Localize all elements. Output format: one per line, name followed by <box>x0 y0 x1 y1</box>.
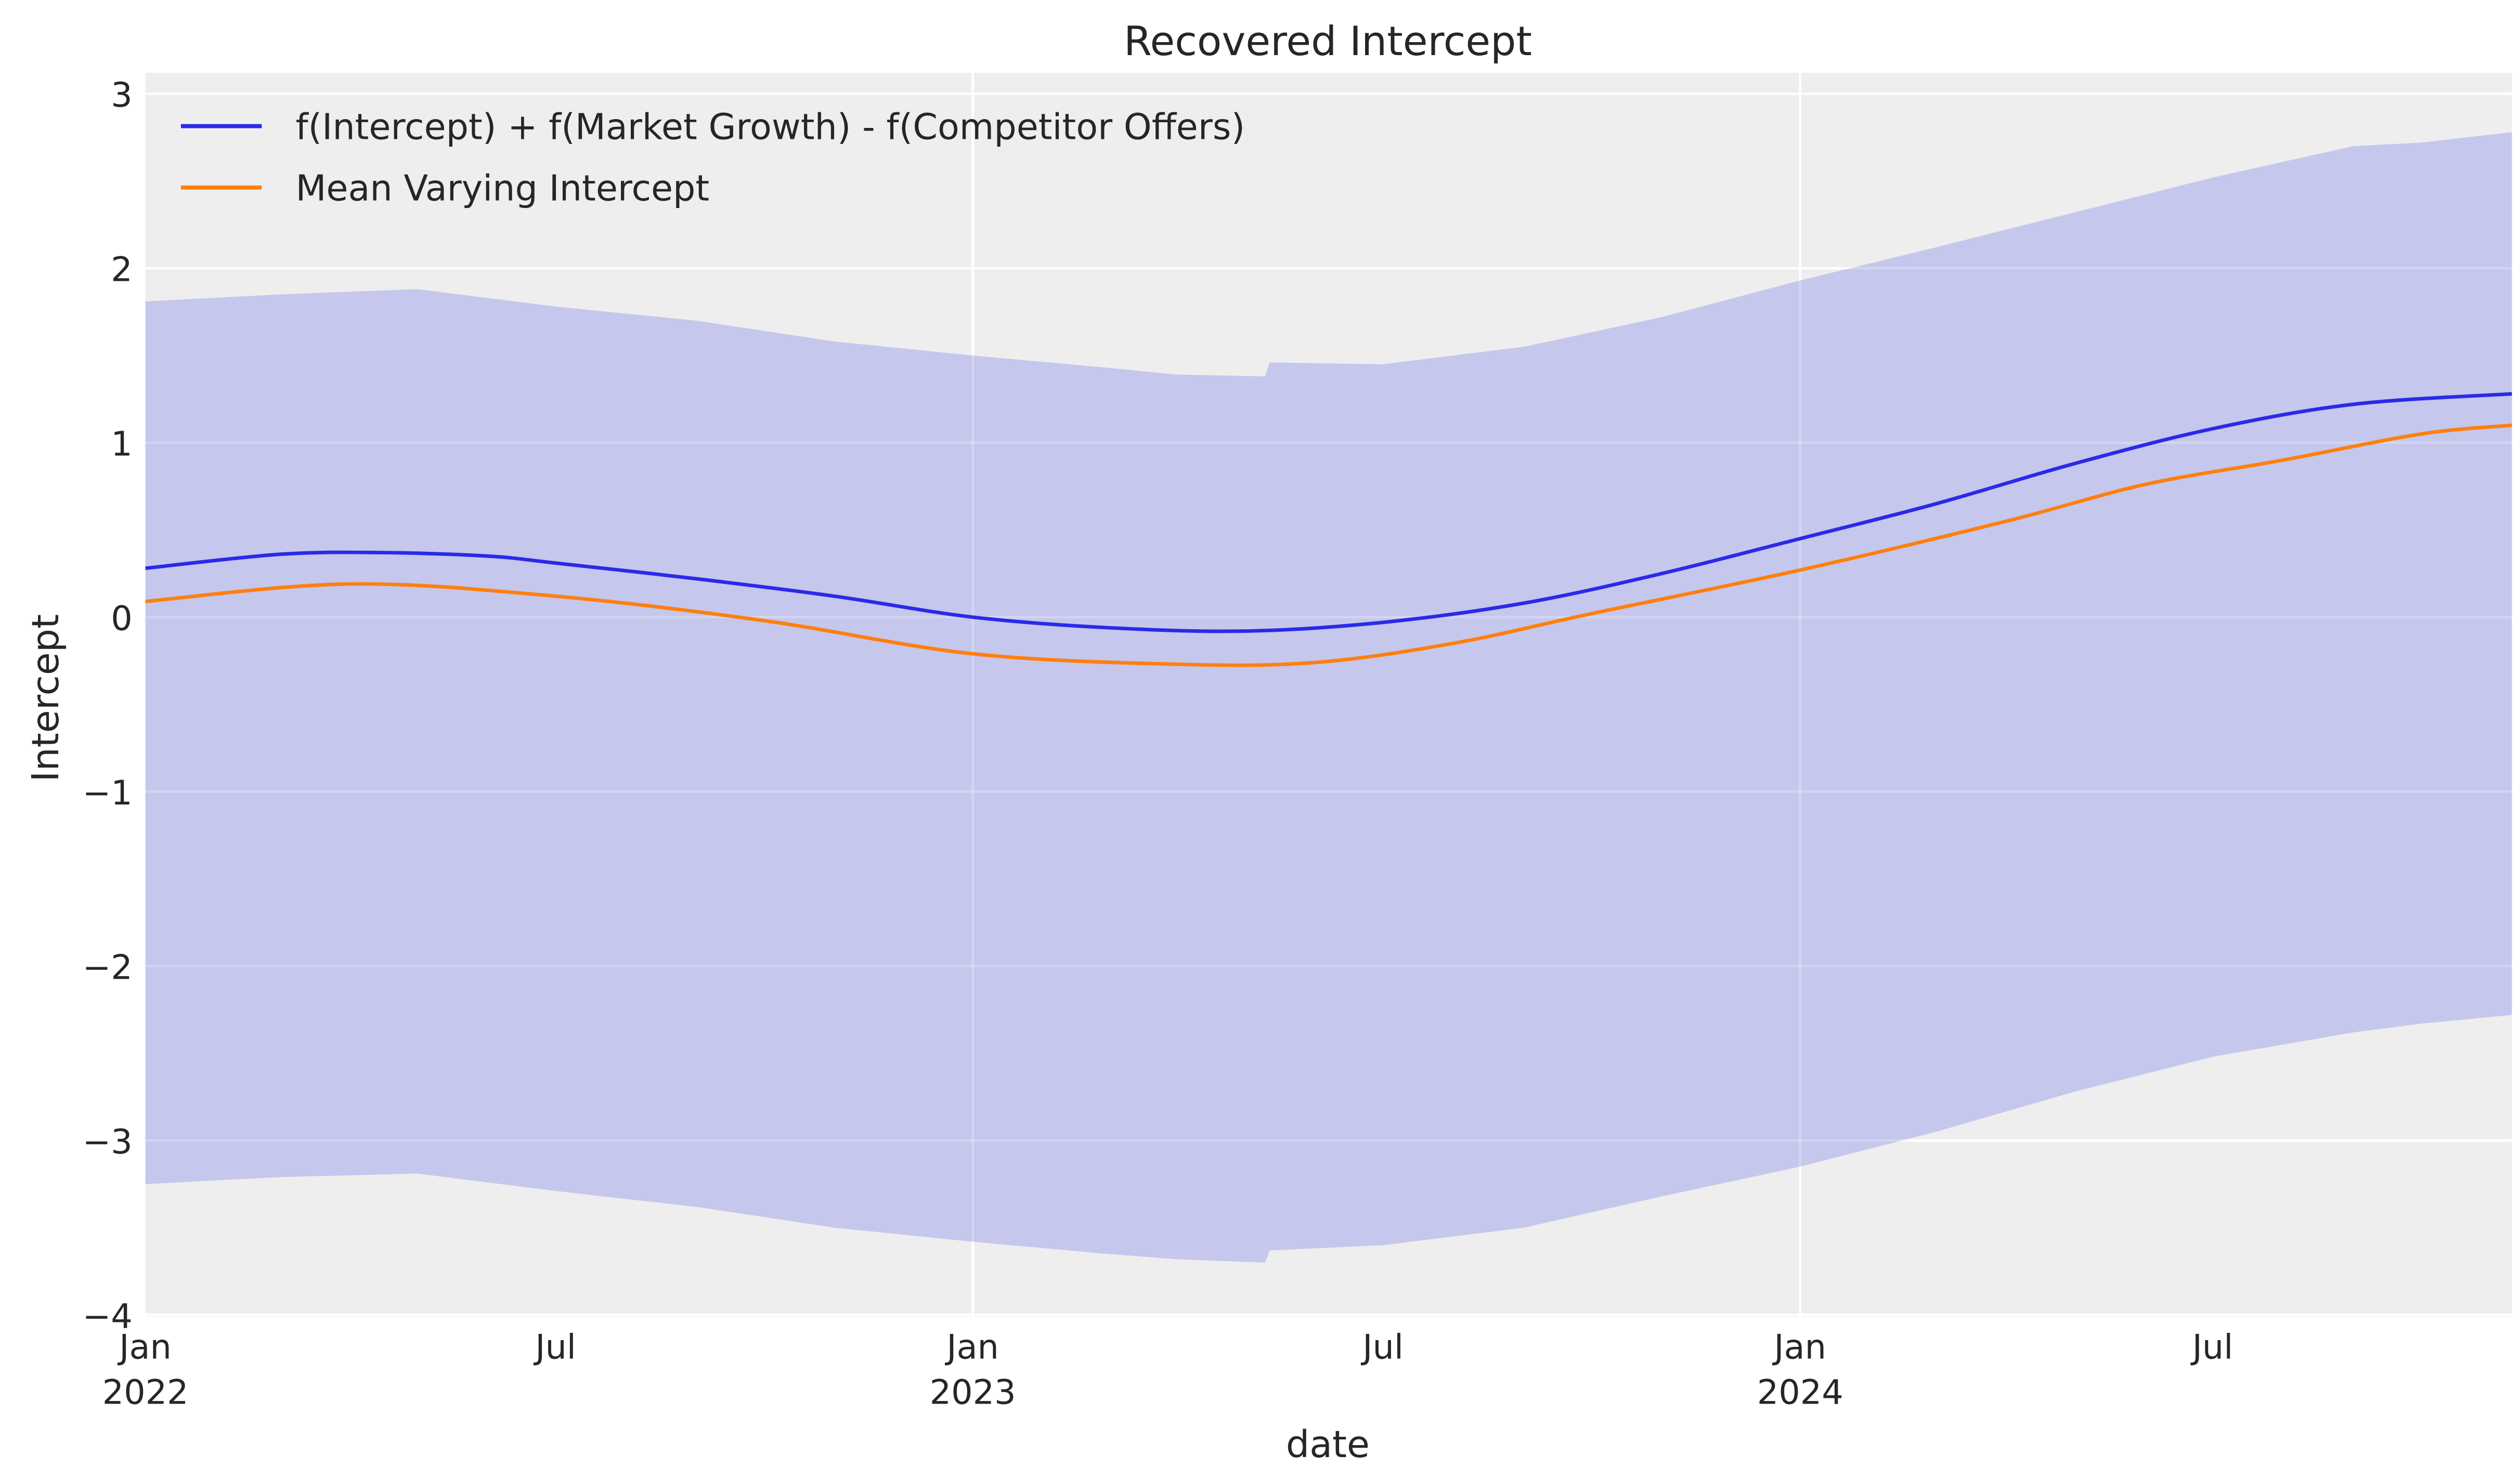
x-tick-label: Jan <box>117 1328 172 1367</box>
x-tick-label: Jul <box>1360 1328 1404 1367</box>
y-tick-label: 2 <box>111 250 133 290</box>
y-tick-label: 1 <box>111 424 133 464</box>
legend: f(Intercept) + f(Market Growth) - f(Comp… <box>180 107 1245 209</box>
legend-label-0: f(Intercept) + f(Market Growth) - f(Comp… <box>295 107 1245 148</box>
y-tick-label: −1 <box>83 773 133 813</box>
series-line-0 <box>145 392 2512 633</box>
x-tick-year: 2023 <box>930 1373 1016 1412</box>
x-tick-year: 2022 <box>102 1373 189 1412</box>
x-tick-labels: Jan 2022 Jul Jan 2023 Jul Jan 2024 Jul <box>102 1328 2233 1412</box>
y-tick-label: −4 <box>83 1296 133 1336</box>
x-tick-label: Jan <box>944 1328 999 1367</box>
y-tick-label: 3 <box>111 75 133 115</box>
series-line-1 <box>145 423 2512 667</box>
credible-interval-band <box>145 132 2512 1263</box>
x-axis-label: date <box>1286 1423 1370 1466</box>
y-tick-label: 0 <box>111 599 133 639</box>
grid-overlay <box>145 73 2512 1317</box>
x-tick-label: Jan <box>1772 1328 1826 1367</box>
y-tick-label: −2 <box>83 948 133 988</box>
y-tick-label: −3 <box>83 1122 133 1162</box>
y-axis-label: Intercept <box>24 614 67 782</box>
x-tick-label: Jul <box>533 1328 576 1367</box>
chart-title: Recovered Intercept <box>1124 18 1532 65</box>
legend-label-1: Mean Varying Intercept <box>295 168 709 209</box>
y-tick-labels: 3 2 1 0 −1 −2 −3 −4 <box>83 75 133 1336</box>
x-tick-label: Jul <box>2190 1328 2233 1367</box>
x-tick-year: 2024 <box>1757 1373 1843 1412</box>
series-lines <box>145 392 2512 667</box>
